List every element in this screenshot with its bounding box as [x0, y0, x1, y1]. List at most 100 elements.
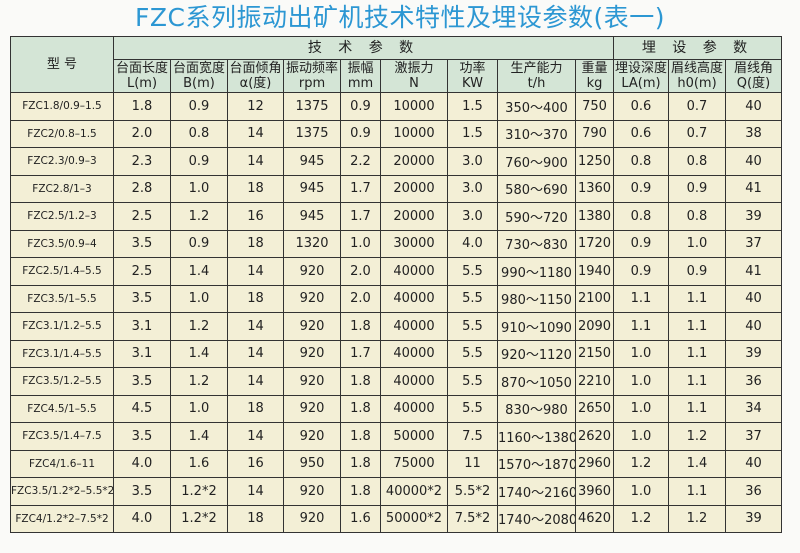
value-cell: 14 [227, 257, 284, 286]
value-cell: 5.5*2 [447, 477, 498, 506]
value-cell: 1360 [575, 174, 614, 203]
value-cell: 37 [725, 422, 782, 451]
header-group-embed: 埋 设 参 数 [613, 36, 782, 60]
value-cell: 1250 [575, 147, 614, 176]
value-cell: 1.2*2 [170, 477, 228, 506]
value-cell: 0.7 [668, 119, 726, 148]
value-cell: 4.0 [113, 504, 171, 533]
value-cell: 0.8 [613, 147, 669, 176]
value-cell: 5.5 [447, 394, 498, 423]
value-cell: 0.8 [668, 202, 726, 231]
value-cell: 1.1 [613, 312, 669, 341]
value-cell: 0.8 [668, 147, 726, 176]
value-cell: 2.0 [113, 119, 171, 148]
value-cell: 0.8 [170, 119, 228, 148]
value-cell: 0.9 [613, 229, 669, 258]
column-header: 振动频率 rpm [283, 59, 341, 93]
table-row: FZC2.8/1–3 2.8 1.0 18 945 1.7 20000 3.0 580～690 1… [10, 174, 782, 203]
value-cell: 1375 [283, 119, 341, 148]
model-cell: FZC3.1/1.4–5.5 [10, 339, 114, 368]
value-cell: 39 [725, 202, 782, 231]
model-cell: FZC2.8/1–3 [10, 174, 114, 203]
value-cell: 14 [227, 477, 284, 506]
value-cell: 14 [227, 339, 284, 368]
value-cell: 1160～1380 [497, 422, 576, 451]
value-cell: 1.2 [170, 312, 228, 341]
value-cell: 1.8 [340, 367, 381, 396]
table-row: FZC3.1/1.2–5.5 3.1 1.2 14 920 1.8 40000 5.5 910～… [10, 312, 782, 341]
value-cell: 2.3 [113, 147, 171, 176]
value-cell: 1.2 [668, 504, 726, 533]
model-cell: FZC4/1.2*2–7.5*2 [10, 504, 114, 533]
value-cell: 20000 [380, 202, 448, 231]
value-cell: 75000 [380, 449, 448, 478]
column-header-unit: mm [347, 76, 374, 91]
value-cell: 2.5 [113, 257, 171, 286]
value-cell: 310～370 [497, 119, 576, 148]
table-row: FZC1.8/0.9–1.5 1.8 0.9 12 1375 0.9 10000 1.5 350… [10, 92, 782, 121]
value-cell: 910～1090 [497, 312, 576, 341]
value-cell: 1.5 [447, 119, 498, 148]
column-header-unit: B(m) [183, 76, 215, 91]
value-cell: 0.9 [613, 257, 669, 286]
value-cell: 20000 [380, 147, 448, 176]
value-cell: 1380 [575, 202, 614, 231]
value-cell: 1.7 [340, 202, 381, 231]
value-cell: 7.5*2 [447, 504, 498, 533]
value-cell: 40 [725, 312, 782, 341]
value-cell: 18 [227, 174, 284, 203]
value-cell: 18 [227, 229, 284, 258]
value-cell: 14 [227, 422, 284, 451]
value-cell: 920～1120 [497, 339, 576, 368]
value-cell: 18 [227, 504, 284, 533]
value-cell: 1.8 [340, 394, 381, 423]
value-cell: 1.0 [668, 229, 726, 258]
value-cell: 11 [447, 449, 498, 478]
value-cell: 1720 [575, 229, 614, 258]
table-row: FZC3.5/1.4–7.5 3.5 1.4 14 920 1.8 50000 7.5 1160… [10, 422, 782, 451]
column-header-unit: α(度) [239, 76, 272, 91]
value-cell: 18 [227, 394, 284, 423]
column-header-label: 振动频率 [285, 61, 338, 76]
value-cell: 4620 [575, 504, 614, 533]
column-header-unit: N [409, 76, 419, 91]
value-cell: 0.9 [170, 147, 228, 176]
table-row: FZC4/1.2*2–7.5*2 4.0 1.2*2 18 920 1.6 50000*2 7… [10, 504, 782, 533]
value-cell: 39 [725, 339, 782, 368]
value-cell: 36 [725, 477, 782, 506]
value-cell: 350～400 [497, 92, 576, 121]
value-cell: 41 [725, 257, 782, 286]
column-header: 眉线角 Q(度) [725, 59, 782, 93]
model-cell: FZC1.8/0.9–1.5 [10, 92, 114, 121]
value-cell: 4.0 [113, 449, 171, 478]
value-cell: 920 [283, 284, 341, 313]
model-cell: FZC3.5/1.2–5.5 [10, 367, 114, 396]
value-cell: 1740～2080 [497, 504, 576, 533]
table-title: FZC系列振动出矿机技术特性及埋设参数(表一) [135, 3, 665, 32]
value-cell: 2.0 [340, 284, 381, 313]
model-cell: FZC4.5/1–5.5 [10, 394, 114, 423]
table-row: FZC2.3/0.9–3 2.3 0.9 14 945 2.2 20000 3.0 760～90… [10, 147, 782, 176]
table-row: FZC2.5/1.2–3 2.5 1.2 16 945 1.7 20000 3.0 590～72… [10, 202, 782, 231]
value-cell: 20000 [380, 174, 448, 203]
column-header: 眉线高度 h0(m) [668, 59, 726, 93]
value-cell: 920 [283, 394, 341, 423]
value-cell: 1.5 [447, 92, 498, 121]
value-cell: 1.8 [340, 477, 381, 506]
value-cell: 40 [725, 284, 782, 313]
value-cell: 945 [283, 147, 341, 176]
value-cell: 1.1 [668, 367, 726, 396]
value-cell: 3.5 [113, 284, 171, 313]
value-cell: 3960 [575, 477, 614, 506]
value-cell: 3.5 [113, 229, 171, 258]
value-cell: 1.0 [340, 229, 381, 258]
value-cell: 920 [283, 339, 341, 368]
value-cell: 1.2 [668, 422, 726, 451]
value-cell: 5.5 [447, 339, 498, 368]
value-cell: 920 [283, 367, 341, 396]
model-cell: FZC3.5/1.2*2–5.5*2 [10, 477, 114, 506]
value-cell: 1.2 [613, 449, 669, 478]
model-cell: FZC3.5/1–5.5 [10, 284, 114, 313]
value-cell: 2210 [575, 367, 614, 396]
value-cell: 870～1050 [497, 367, 576, 396]
